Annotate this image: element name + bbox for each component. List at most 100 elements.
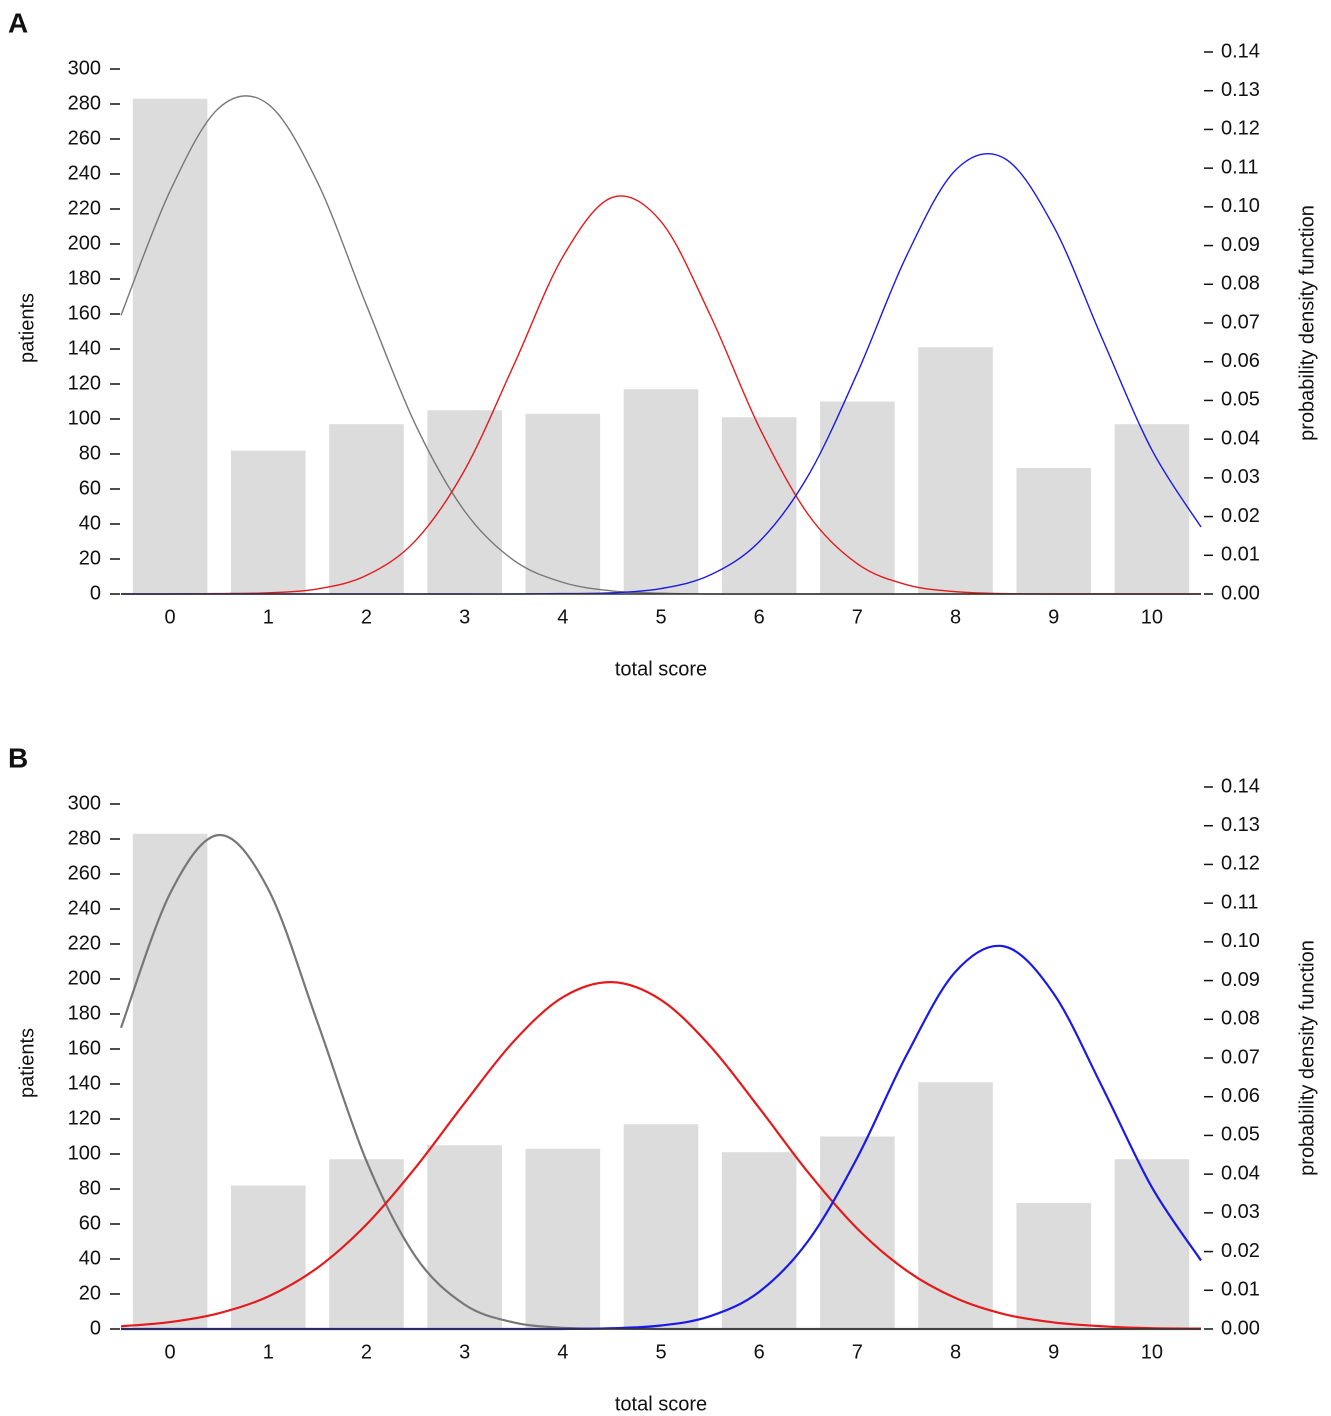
y2-tick-label: 0.02 xyxy=(1221,1240,1260,1262)
y-tick-label: 120 xyxy=(68,372,101,394)
y-tick-label: 300 xyxy=(68,792,101,814)
y2-tick-label: 0.09 xyxy=(1221,234,1260,256)
y-tick-label: 240 xyxy=(68,162,101,184)
y-tick-label: 220 xyxy=(68,197,101,219)
bar xyxy=(132,98,208,594)
y2-tick-label: 0.07 xyxy=(1221,1046,1260,1068)
y2-tick-label: 0.04 xyxy=(1221,1162,1260,1184)
x-tick-label: 3 xyxy=(459,1341,470,1363)
x-tick-label: 8 xyxy=(950,606,961,628)
y2-tick-label: 0.03 xyxy=(1221,1201,1260,1223)
bar xyxy=(918,347,993,594)
y2-axis-title: probability density function xyxy=(1296,940,1318,1176)
x-tick-label: 6 xyxy=(754,1341,765,1363)
y-tick-label: 180 xyxy=(68,1002,101,1024)
y2-tick-label: 0.14 xyxy=(1221,775,1260,797)
bar xyxy=(329,424,404,594)
y-tick-label: 180 xyxy=(68,267,101,289)
y-tick-label: 60 xyxy=(79,1212,101,1234)
y-tick-label: 40 xyxy=(79,1247,101,1269)
x-axis-title: total score xyxy=(615,1393,707,1415)
y-tick-label: 300 xyxy=(68,57,101,79)
y2-tick-label: 0.01 xyxy=(1221,544,1260,566)
y-tick-label: 20 xyxy=(79,1282,101,1304)
y-tick-label: 40 xyxy=(79,512,101,534)
x-tick-label: 7 xyxy=(852,1341,863,1363)
x-tick-label: 10 xyxy=(1141,606,1163,628)
bar xyxy=(1114,424,1190,594)
bar xyxy=(1016,468,1092,594)
x-tick-label: 3 xyxy=(459,606,470,628)
y-tick-label: 100 xyxy=(68,407,101,429)
y-tick-label: 280 xyxy=(68,827,101,849)
x-tick-label: 6 xyxy=(754,606,765,628)
x-tick-label: 4 xyxy=(557,1341,568,1363)
x-tick-label: 1 xyxy=(263,1341,274,1363)
y-tick-label: 260 xyxy=(68,127,101,149)
y-tick-label: 0 xyxy=(90,1317,101,1339)
x-tick-label: 2 xyxy=(361,606,372,628)
bar xyxy=(721,417,797,594)
y2-axis-title: probability density function xyxy=(1296,205,1318,441)
bar xyxy=(721,1152,797,1329)
panel-label: B xyxy=(8,742,28,773)
x-tick-label: 0 xyxy=(165,1341,176,1363)
y2-tick-label: 0.08 xyxy=(1221,1008,1260,1030)
x-tick-label: 5 xyxy=(655,606,666,628)
bar xyxy=(1016,1203,1092,1329)
y2-tick-label: 0.10 xyxy=(1221,930,1260,952)
y-tick-label: 60 xyxy=(79,477,101,499)
y-tick-label: 220 xyxy=(68,932,101,954)
y-tick-label: 280 xyxy=(68,92,101,114)
y-tick-label: 160 xyxy=(68,1037,101,1059)
x-tick-label: 0 xyxy=(165,606,176,628)
x-tick-label: 2 xyxy=(361,1341,372,1363)
y2-tick-label: 0.01 xyxy=(1221,1279,1260,1301)
bar xyxy=(820,401,895,594)
y-axis-title: patients xyxy=(16,293,38,363)
y2-tick-label: 0.11 xyxy=(1221,156,1258,178)
y-axis-title: patients xyxy=(16,1028,38,1098)
y2-tick-label: 0.06 xyxy=(1221,350,1260,372)
y2-tick-label: 0.05 xyxy=(1221,389,1260,411)
y2-tick-label: 0.08 xyxy=(1221,273,1260,295)
y-tick-label: 160 xyxy=(68,302,101,324)
y-tick-label: 20 xyxy=(79,547,101,569)
x-tick-label: 10 xyxy=(1141,1341,1163,1363)
y-tick-label: 200 xyxy=(68,232,101,254)
y-tick-label: 120 xyxy=(68,1107,101,1129)
y-tick-label: 100 xyxy=(68,1142,101,1164)
bar xyxy=(427,410,502,594)
density-curve xyxy=(120,981,1202,1330)
y2-tick-label: 0.11 xyxy=(1221,891,1258,913)
x-axis-title: total score xyxy=(615,658,707,680)
x-tick-label: 1 xyxy=(263,606,274,628)
y-tick-label: 140 xyxy=(68,1072,101,1094)
bar xyxy=(132,833,208,1329)
bar xyxy=(525,413,601,594)
bar xyxy=(623,389,699,594)
y2-tick-label: 0.12 xyxy=(1221,853,1260,875)
y-tick-label: 80 xyxy=(79,1177,101,1199)
y2-tick-label: 0.04 xyxy=(1221,427,1260,449)
bar xyxy=(427,1145,502,1329)
bar xyxy=(230,450,306,594)
y2-tick-label: 0.00 xyxy=(1221,1317,1260,1339)
y2-tick-label: 0.06 xyxy=(1221,1085,1260,1107)
y2-tick-label: 0.07 xyxy=(1221,311,1260,333)
x-tick-label: 4 xyxy=(557,606,568,628)
y2-tick-label: 0.09 xyxy=(1221,969,1260,991)
y-tick-label: 240 xyxy=(68,897,101,919)
y-tick-label: 260 xyxy=(68,862,101,884)
y2-tick-label: 0.10 xyxy=(1221,195,1260,217)
panel-label: A xyxy=(8,7,28,38)
y2-tick-label: 0.00 xyxy=(1221,582,1260,604)
y2-tick-label: 0.13 xyxy=(1221,814,1260,836)
x-tick-label: 8 xyxy=(950,1341,961,1363)
y2-tick-label: 0.02 xyxy=(1221,505,1260,527)
y2-tick-label: 0.14 xyxy=(1221,40,1260,62)
y-tick-label: 80 xyxy=(79,442,101,464)
y2-tick-label: 0.03 xyxy=(1221,466,1260,488)
y-tick-label: 140 xyxy=(68,337,101,359)
y2-tick-label: 0.13 xyxy=(1221,79,1260,101)
